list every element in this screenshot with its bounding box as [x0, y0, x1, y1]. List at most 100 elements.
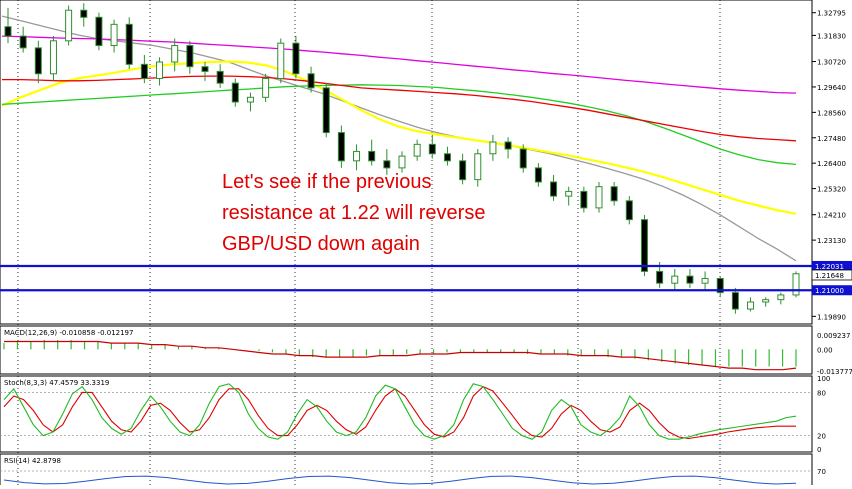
stoch-signal-line [3, 385, 796, 440]
rsi-title: RSI(14) 42.8798 [4, 457, 61, 465]
candle-body-19 [292, 42, 300, 75]
macd-tick-label-2: -0.013777 [817, 368, 852, 376]
candle-body-30 [459, 160, 467, 181]
price-tick-label-5: 1.27480 [817, 135, 846, 143]
candle-body-9 [140, 63, 148, 79]
price-tick-label-3: 1.29640 [817, 84, 846, 92]
vertical-gridlines [17, 0, 721, 485]
candle-body-44 [671, 275, 679, 284]
horizontal-levels: 1.22031 1.21000 [0, 260, 852, 296]
candle-body-27 [413, 143, 421, 157]
candle-body-45 [686, 275, 694, 284]
candle-body-21 [322, 87, 330, 134]
stoch-tick-label-2: 20 [817, 433, 826, 441]
candle-body-25 [383, 160, 391, 169]
candle-body-51 [777, 294, 785, 301]
price-tick-label-0: 1.32795 [817, 10, 846, 18]
candle-body-16 [246, 96, 254, 103]
price-tick-label-9: 1.23130 [817, 237, 846, 245]
candle-body-41 [625, 200, 633, 221]
candle-body-38 [580, 190, 588, 209]
stoch-title: Stoch(8,3,3) 47.4579 33.3319 [4, 379, 109, 387]
candle-body-15 [231, 82, 239, 103]
price-tick-label-8: 1.24210 [817, 212, 846, 220]
candle-body-33 [504, 141, 512, 150]
rsi-line [3, 475, 797, 485]
candle-body-6 [95, 16, 103, 47]
candle-body-12 [186, 45, 194, 68]
stoch-tick-label-1: 80 [817, 389, 826, 397]
price-tick-label-10: 1.19890 [817, 313, 846, 321]
candle-body-2 [34, 47, 42, 75]
level-label-1: 1.21000 [815, 287, 844, 295]
macd-panel-frame [0, 325, 813, 375]
candle-body-28 [428, 143, 436, 155]
current-price-tag [811, 269, 852, 281]
price-tick-label-7: 1.25320 [817, 186, 846, 194]
candle-body-34 [519, 148, 527, 169]
candle-body-31 [474, 153, 482, 181]
candle-body-46 [701, 277, 709, 284]
price-tick-label-2: 1.30720 [817, 59, 846, 67]
candle-body-1 [19, 35, 27, 49]
candle-body-39 [595, 186, 603, 209]
moving-average-lines [1, 15, 797, 262]
candle-body-7 [110, 23, 118, 47]
annotation-line-1: Let's see if the previous [222, 171, 432, 193]
level-tag-0 [812, 260, 852, 271]
candle-body-8 [125, 23, 133, 65]
macd-title: MACD(12,26,9) -0.010858 -0.012197 [4, 329, 133, 337]
annotation-line-2: resistance at 1.22 will reverse [222, 202, 485, 224]
rsi-panel-frame [0, 453, 813, 489]
candle-body-20 [307, 73, 315, 89]
candle-body-37 [565, 190, 573, 197]
price-axis: 1.32795 1.31830 1.30720 1.29640 1.28560 1.274… [811, 10, 852, 321]
macd-panel: 0.009237 0.00 -0.013777 [3, 332, 852, 376]
macd-tick-label-1: 0.00 [817, 346, 833, 354]
candle-body-0 [4, 26, 12, 37]
macd-tick-label-0: 0.009237 [817, 332, 850, 340]
price-tick-label-6: 1.26400 [817, 160, 846, 168]
candle-body-23 [353, 150, 361, 162]
candle-body-50 [762, 299, 770, 303]
candle-body-24 [368, 150, 376, 162]
candle-body-17 [262, 77, 270, 98]
candle-body-49 [747, 301, 755, 310]
candlestick-series [4, 3, 800, 314]
candle-body-26 [398, 155, 406, 169]
candle-body-14 [216, 70, 224, 84]
candle-body-18 [277, 42, 285, 79]
candle-body-10 [156, 61, 164, 79]
candle-body-42 [640, 219, 648, 272]
candle-body-35 [534, 167, 542, 183]
stoch-tick-label-3: 0 [817, 446, 821, 454]
candle-body-48 [731, 292, 739, 310]
level-label-0: 1.22031 [815, 263, 844, 271]
moving-average-line-1 [1, 60, 797, 215]
current-price-label: 1.21648 [815, 272, 844, 280]
annotation-text: Let's see if the previous resistance at … [222, 171, 485, 255]
stoch-tick-label-0: 100 [817, 375, 830, 383]
price-tick-label-1: 1.31830 [817, 32, 846, 40]
rsi-tick-label-0: 70 [817, 468, 826, 476]
price-panel-frame [0, 0, 813, 325]
candle-body-52 [792, 273, 800, 296]
candle-body-5 [80, 9, 88, 18]
candle-body-32 [489, 141, 497, 155]
candle-body-22 [337, 132, 345, 162]
macd-signal-line [4, 340, 797, 371]
candle-body-40 [610, 186, 618, 202]
level-tag-1 [812, 285, 852, 296]
candle-body-4 [65, 9, 73, 42]
moving-average-line-4 [1, 35, 797, 94]
stochastic-panel: 100 80 20 0 [0, 375, 830, 454]
stoch-panel-frame [0, 375, 813, 453]
moving-average-line-0 [1, 15, 797, 262]
moving-average-line-2 [1, 84, 797, 166]
price-tick-label-4: 1.28560 [817, 109, 846, 117]
annotation-line-3: GBP/USD down again [222, 233, 420, 255]
candle-body-36 [550, 181, 558, 197]
stoch-main-line [3, 383, 797, 440]
